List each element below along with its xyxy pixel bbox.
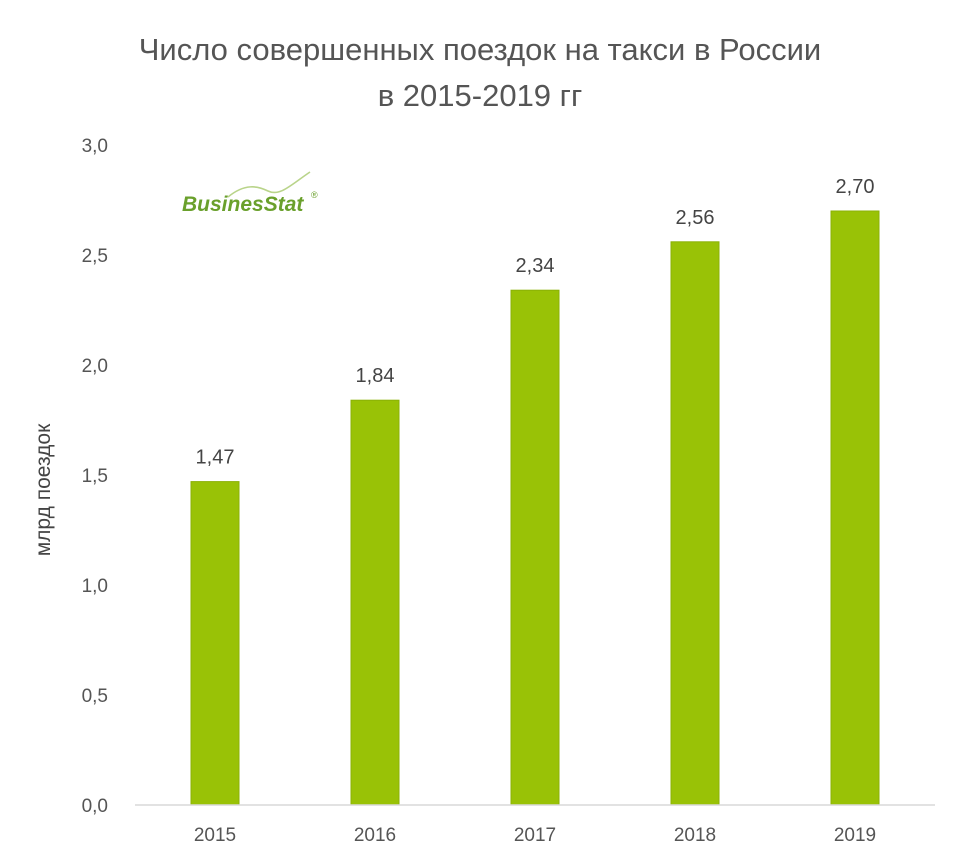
y-tick-label: 0,5 [82,686,108,707]
bars [190,210,880,806]
chart-title-line-2: в 2015-2019 гг [377,78,583,113]
y-tick-label: 2,5 [82,246,108,267]
x-tick-label-2015: 2015 [194,825,236,846]
logo-swoosh-icon [227,171,311,198]
data-label-2018: 2,56 [676,207,715,229]
bar-2017 [510,289,560,806]
y-tick-label: 2,0 [82,356,108,377]
y-tick-label: 1,5 [82,466,108,487]
x-tick-label-2016: 2016 [354,825,396,846]
x-tick-label-2019: 2019 [834,825,876,846]
chart-title-line-1: Число совершенных поездок на такси в Рос… [138,32,822,67]
logo-text: BusinesStat [182,193,304,216]
data-label-2019: 2,70 [836,176,875,198]
bar-2015 [190,481,240,806]
data-label-2015: 1,47 [196,447,235,469]
businesstat-logo: BusinesStat ® [182,171,318,216]
data-label-2017: 2,34 [516,255,555,277]
y-axis-label: млрд поездок [32,423,55,556]
y-axis-ticks: 0,0 0,5 1,0 1,5 2,0 2,5 3,0 [82,136,108,817]
x-axis-ticks: 2015 2016 2017 2018 2019 [194,825,876,846]
x-tick-label-2017: 2017 [514,825,556,846]
data-label-2016: 1,84 [356,365,395,387]
logo-registered-mark: ® [311,190,318,200]
x-tick-label-2018: 2018 [674,825,716,846]
bar-2019 [830,210,880,806]
bar-2016 [350,399,400,806]
bar-2018 [670,241,720,806]
data-labels: 1,47 1,84 2,34 2,56 2,70 [196,176,875,469]
y-tick-label: 0,0 [82,796,108,817]
y-tick-label: 3,0 [82,136,108,157]
y-tick-label: 1,0 [82,576,108,597]
